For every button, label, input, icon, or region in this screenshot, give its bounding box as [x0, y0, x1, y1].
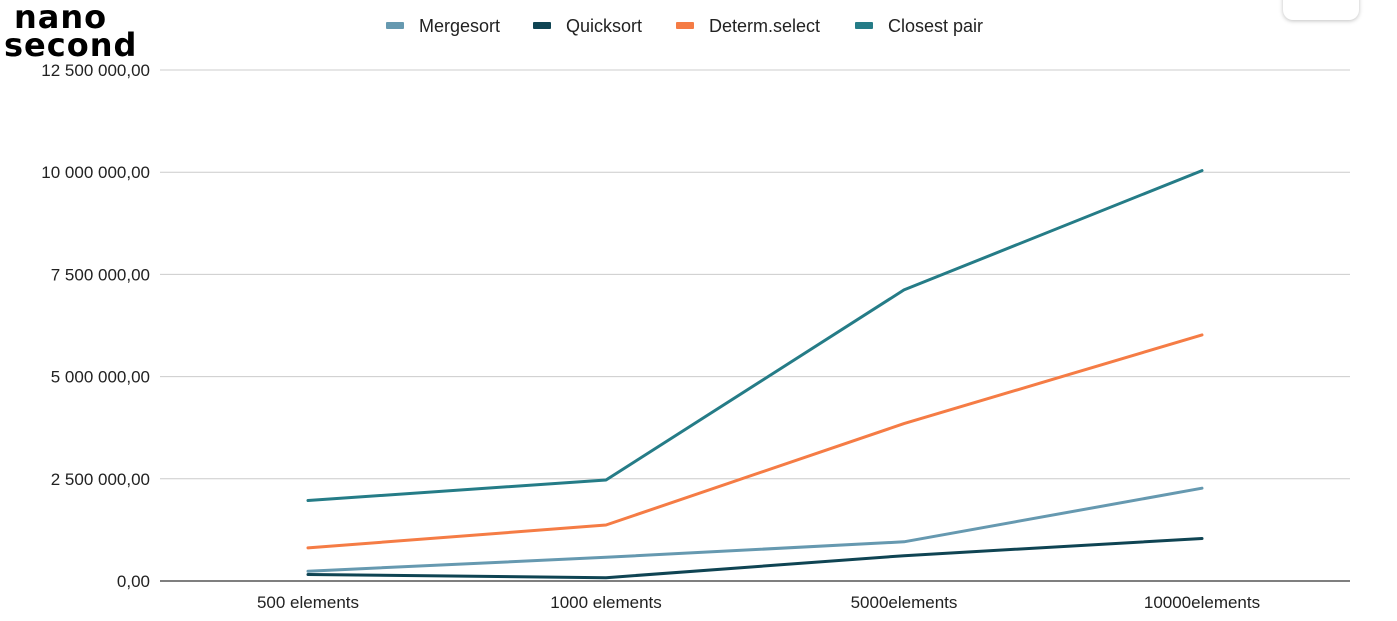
x-tick-label: 1000 elements: [550, 593, 662, 612]
legend-label: Quicksort: [566, 16, 642, 36]
x-tick-label: 500 elements: [257, 593, 359, 612]
y-tick-label: 10 000 000,00: [41, 163, 150, 182]
legend: Mergesort Quicksort Determ.select Closest p…: [386, 16, 983, 36]
x-tick-label: 10000elements: [1144, 593, 1260, 612]
legend-swatch: [533, 22, 551, 29]
series-lines: [306, 169, 1204, 580]
y-tick-label: 5 000 000,00: [51, 368, 150, 387]
y-tick-label: 7 500 000,00: [51, 265, 150, 284]
series-line-determ-select: [306, 333, 1204, 550]
gridlines: [160, 69, 1350, 582]
y-axis-ticks: 0,00 2 500 000,00 5 000 000,00 7 500 000,00…: [41, 61, 150, 591]
unit-note-line2: second: [4, 26, 137, 64]
legend-swatch: [855, 22, 873, 29]
legend-swatch: [386, 22, 404, 29]
series-line-mergesort: [306, 486, 1204, 573]
x-axis-ticks: 500 elements 1000 elements 5000elements 100…: [257, 593, 1260, 612]
y-tick-label: 0,00: [117, 572, 150, 591]
legend-swatch: [676, 22, 694, 29]
legend-label: Determ.select: [709, 16, 820, 36]
x-tick-label: 5000elements: [851, 593, 958, 612]
y-tick-label: 12 500 000,00: [41, 61, 150, 80]
series-line-quicksort: [306, 537, 1204, 580]
unit-note-line1: nano: [14, 0, 107, 36]
legend-label: Closest pair: [888, 16, 983, 36]
y-tick-label: 2 500 000,00: [51, 470, 150, 489]
legend-label: Mergesort: [419, 16, 500, 36]
corner-menu-card[interactable]: [1283, 0, 1359, 20]
series-line-closest-pair: [306, 169, 1204, 502]
